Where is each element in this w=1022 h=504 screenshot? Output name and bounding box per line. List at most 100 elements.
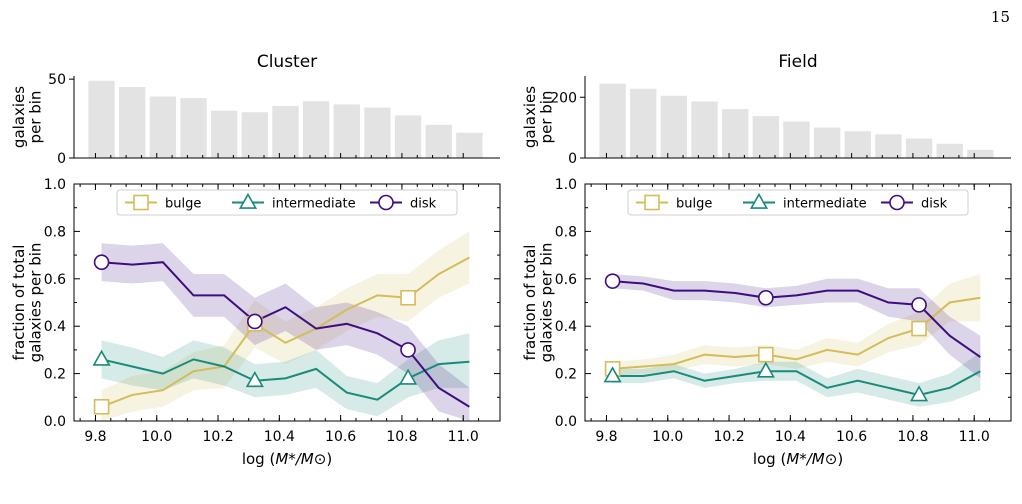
x-axis-label: log (M*/M⊙) <box>242 450 332 468</box>
y-tick-label: 0.6 <box>44 272 66 288</box>
histogram-bar <box>119 87 146 158</box>
legend-marker-disk <box>378 194 394 211</box>
x-tick-label: 10.2 <box>202 429 233 445</box>
histogram-bar <box>272 105 299 158</box>
histogram-bar <box>752 116 779 158</box>
y-axis-label: fraction of totalgalaxies per bin <box>521 243 556 363</box>
series-band-disk <box>101 243 470 421</box>
x-tick-label: 10.8 <box>386 429 417 445</box>
histogram-bar <box>813 127 841 158</box>
histogram-bar <box>967 149 994 158</box>
histogram-bar <box>936 143 963 158</box>
histogram-bar <box>721 109 749 158</box>
series-band-disk <box>612 274 981 379</box>
series-band-bulge <box>101 231 470 421</box>
legend-marker-intermediate <box>238 192 258 209</box>
y-tick-label: 0.8 <box>44 224 66 240</box>
panel-title: Cluster <box>257 52 317 72</box>
data-point-disk <box>93 254 110 271</box>
histogram-bar <box>630 88 657 158</box>
x-tick-label: 9.8 <box>595 429 617 445</box>
legend-label-disk: disk <box>410 197 437 212</box>
histogram-y-tick-label: 50 <box>48 72 66 88</box>
legend: bulge intermediate disk <box>116 189 458 216</box>
data-point-disk <box>604 273 621 289</box>
x-tick-label: 10.4 <box>775 429 806 445</box>
histogram-bar <box>302 101 330 158</box>
x-tick-label: 10.0 <box>141 429 172 445</box>
histogram-bar <box>180 98 207 158</box>
histogram-bar <box>333 104 360 158</box>
histogram-y-label: galaxiesper bin <box>521 86 556 148</box>
data-point-intermediate <box>756 361 775 378</box>
series-band-intermediate <box>612 352 981 407</box>
histogram-bar <box>425 124 452 158</box>
y-tick-label: 0.2 <box>555 367 577 383</box>
y-tick-label: 1.0 <box>44 177 66 193</box>
histogram-bar <box>364 107 391 158</box>
histogram-bar <box>691 101 718 158</box>
histogram-bar <box>660 95 688 158</box>
data-point-bulge <box>911 320 927 337</box>
y-tick-label: 0.4 <box>44 319 66 335</box>
y-tick-label: 0.0 <box>555 414 577 430</box>
data-point-disk <box>911 297 927 313</box>
histogram-bar <box>599 83 626 158</box>
histogram-bar <box>394 115 422 158</box>
data-point-bulge <box>93 398 110 415</box>
x-tick-label: 10.6 <box>325 429 356 445</box>
data-point-intermediate <box>603 366 622 383</box>
x-axis-label: log (M*/M⊙) <box>753 450 843 468</box>
histogram-bar <box>210 110 238 158</box>
legend-label-bulge: bulge <box>676 197 712 212</box>
y-tick-label: 0.4 <box>555 319 577 335</box>
histogram-bar <box>783 121 810 158</box>
histogram-y-tick-label: 200 <box>550 90 577 106</box>
x-tick-label: 11.0 <box>448 429 479 445</box>
data-point-bulge <box>758 346 774 363</box>
x-tick-label: 10.0 <box>652 429 683 445</box>
histogram-bar <box>456 132 483 158</box>
fraction-plot: 9.8 10.0 10.2 10.4 10.6 10.8 11.0 0.0 0.2 0.4 0.6 0… <box>521 177 1012 468</box>
legend: bulge intermediate disk <box>627 189 969 216</box>
data-point-intermediate <box>909 385 929 402</box>
y-tick-label: 1.0 <box>555 177 577 193</box>
y-tick-label: 0.8 <box>555 224 577 240</box>
data-point-bulge <box>400 289 416 306</box>
x-tick-label: 10.4 <box>264 429 295 445</box>
series-band-intermediate <box>101 333 470 417</box>
y-tick-label: 0.2 <box>44 367 66 383</box>
histogram-bar <box>875 134 902 158</box>
legend-box <box>627 189 969 216</box>
legend-box <box>116 189 458 216</box>
y-tick-label: 0.6 <box>555 272 577 288</box>
histogram-bar <box>844 131 871 158</box>
fraction-plot: 9.8 10.0 10.2 10.4 10.6 10.8 11.0 0.0 0.2 0.4 0.6 0… <box>10 177 501 468</box>
legend-marker-bulge <box>133 194 149 211</box>
histogram-y-label: galaxiesper bin <box>10 86 45 148</box>
x-tick-label: 9.8 <box>84 429 106 445</box>
legend-label-intermediate: intermediate <box>783 197 867 212</box>
x-tick-label: 10.8 <box>897 429 928 445</box>
legend-marker-disk <box>889 194 905 211</box>
histogram-y-tick-label: 0 <box>57 151 66 167</box>
legend-marker-intermediate <box>749 192 769 209</box>
panel-title: Field <box>778 52 817 72</box>
legend-label-bulge: bulge <box>165 197 201 212</box>
x-tick-label: 11.0 <box>959 429 990 445</box>
x-tick-label: 10.6 <box>836 429 867 445</box>
data-point-disk <box>758 289 774 306</box>
histogram-bar <box>241 112 268 158</box>
histogram-y-tick-label: 0 <box>568 151 577 167</box>
legend-label-disk: disk <box>921 197 948 212</box>
data-point-disk <box>247 313 263 330</box>
y-axis-label: fraction of totalgalaxies per bin <box>10 243 45 363</box>
legend-marker-bulge <box>644 194 660 211</box>
page-number: 15 <box>991 8 1010 26</box>
histogram-bar <box>88 80 115 158</box>
